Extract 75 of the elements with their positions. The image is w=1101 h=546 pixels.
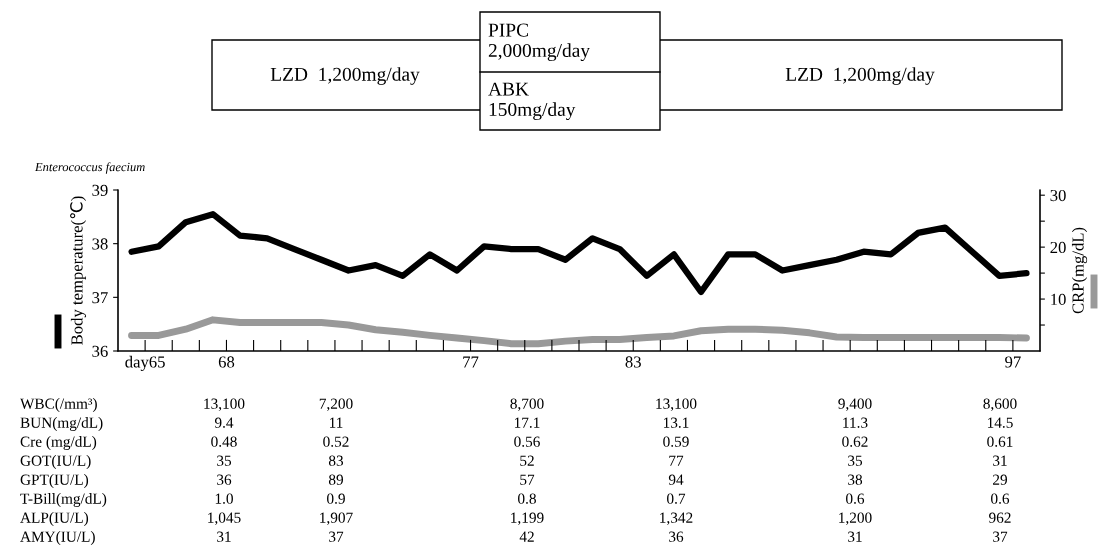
x-tick-label: 77 xyxy=(463,356,479,368)
text: 0.59 xyxy=(663,436,689,447)
y2-tick-label: 10 xyxy=(1051,293,1066,306)
category-label: GPT(IU/L) xyxy=(20,474,89,488)
text: 8,600 xyxy=(983,398,1017,412)
text: 35 xyxy=(848,455,863,466)
text: 0.9 xyxy=(327,493,345,504)
text: 38 xyxy=(848,474,863,485)
y-axis-title: Body temperature(℃) xyxy=(70,196,87,345)
text: ABK 150mg/day xyxy=(488,82,576,121)
text: 89 xyxy=(328,474,344,485)
text: LZD 1,200mg/day xyxy=(270,67,420,85)
text: 1,045 xyxy=(208,512,241,526)
text: 13,100 xyxy=(656,398,697,412)
text: 37 xyxy=(993,531,1008,542)
text: 52 xyxy=(520,455,534,466)
text: 0.6 xyxy=(846,493,865,504)
text: 0.6 xyxy=(991,493,1010,504)
text: 14.5 xyxy=(987,417,1013,428)
category-label: Cre (mg/dL) xyxy=(20,436,97,450)
category-label: T-Bill(mg/dL) xyxy=(20,493,107,507)
text: 1,199 xyxy=(511,512,544,526)
text: 11.3 xyxy=(843,417,868,428)
y2-tick-label: 20 xyxy=(1050,241,1066,254)
text: 9,400 xyxy=(838,398,872,412)
text: 0.61 xyxy=(987,436,1013,447)
text: 0.8 xyxy=(518,493,536,504)
text: 962 xyxy=(989,512,1011,523)
text: 29 xyxy=(993,474,1008,485)
text: 31 xyxy=(848,531,862,542)
category-label: GOT(IU/L) xyxy=(20,455,91,469)
text: 42 xyxy=(519,531,534,542)
y2-axis-title: CRP(mg/dL) xyxy=(1071,227,1088,314)
y-tick-label: 36 xyxy=(92,345,108,357)
text: 31 xyxy=(993,455,1007,466)
y-tick-label: 37 xyxy=(92,292,108,304)
text: 1.0 xyxy=(215,493,233,504)
x-tick-label: 97 xyxy=(1005,356,1021,368)
text: Enterococcus faecium xyxy=(34,162,145,174)
text: LZD 1,200mg/day xyxy=(785,67,935,85)
category-label: WBC(/mm³) xyxy=(20,398,97,412)
x-tick-label: 68 xyxy=(218,356,235,368)
text: 13.1 xyxy=(663,417,689,428)
text: 0.48 xyxy=(211,436,237,447)
category-label: AMY(IU/L) xyxy=(20,531,95,545)
text: 7,200 xyxy=(319,398,353,412)
y2-tick-label: 30 xyxy=(1050,189,1066,202)
text: 36 xyxy=(217,474,232,485)
text: 1,907 xyxy=(320,512,353,526)
text: 77 xyxy=(669,455,684,466)
text: 0.7 xyxy=(667,493,686,504)
category-label: ALP(IU/L) xyxy=(20,512,89,526)
x-tick-label: 83 xyxy=(625,356,641,368)
text: 31 xyxy=(217,531,231,542)
text: 0.62 xyxy=(842,436,868,447)
text: 13,100 xyxy=(204,398,245,412)
text: 9.4 xyxy=(214,417,234,428)
category-label: BUN(mg/dL) xyxy=(20,417,103,431)
text: 8,700 xyxy=(510,398,544,412)
text: 0.52 xyxy=(323,436,349,447)
text: 17.1 xyxy=(514,417,540,428)
text: 36 xyxy=(669,531,684,542)
text: 94 xyxy=(668,474,684,485)
text: 37 xyxy=(329,531,344,542)
text: 11 xyxy=(329,417,343,428)
y-tick-label: 39 xyxy=(92,184,108,196)
text: 83 xyxy=(328,455,344,466)
text: 1,342 xyxy=(660,512,693,526)
text: 57 xyxy=(520,474,535,485)
text: PIPC 2,000mg/day xyxy=(488,23,590,62)
text: 1,200 xyxy=(839,512,872,526)
text: 0.56 xyxy=(514,436,540,447)
x-tick-label: day65 xyxy=(125,355,165,372)
y-tick-label: 38 xyxy=(92,238,108,250)
text: 35 xyxy=(217,455,232,466)
